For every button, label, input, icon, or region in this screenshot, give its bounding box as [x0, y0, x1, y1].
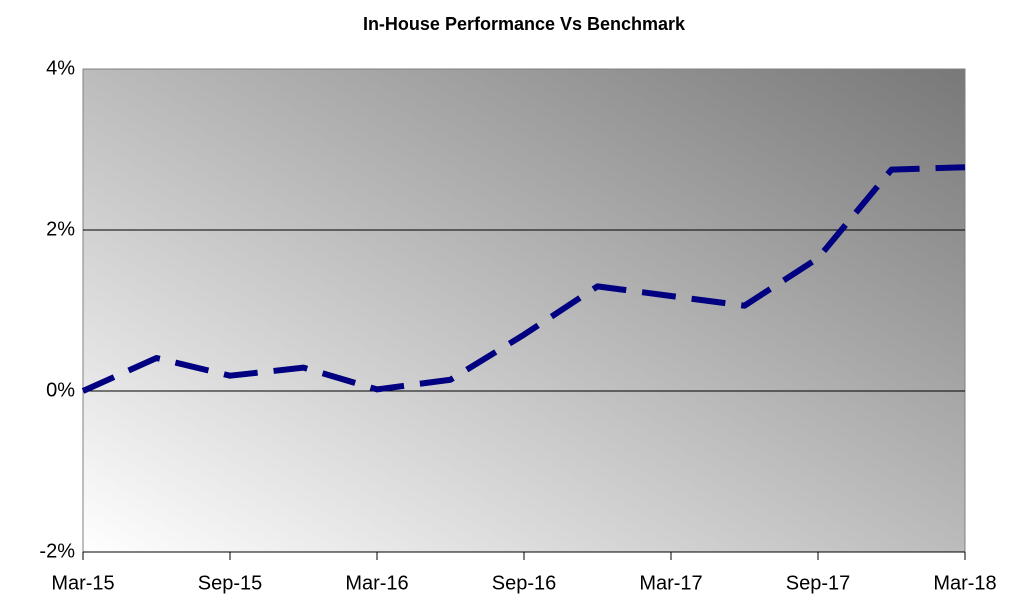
data-line: [81, 164, 966, 394]
x-tick-label: Mar-17: [639, 572, 702, 594]
x-tick-label: Mar-15: [51, 572, 114, 594]
y-tick-label: 0%: [46, 379, 75, 401]
plot-area: [82, 68, 966, 553]
y-tick-label: 2%: [46, 218, 75, 240]
chart-title: In-House Performance Vs Benchmark: [363, 14, 686, 34]
x-tick-label: Mar-18: [933, 572, 996, 594]
x-tick-label: Sep-15: [198, 572, 263, 594]
x-tick-label: Sep-17: [786, 572, 851, 594]
x-tick-label: Mar-16: [345, 572, 408, 594]
y-tick-label: 4%: [46, 57, 75, 79]
x-tick-label: Sep-16: [492, 572, 557, 594]
y-tick-label: -2%: [39, 540, 75, 562]
